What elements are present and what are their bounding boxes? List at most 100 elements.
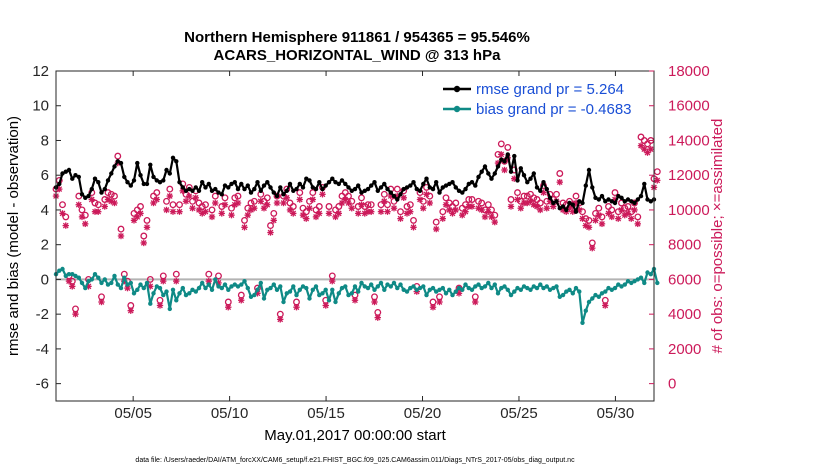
- rmse-point: [99, 190, 104, 195]
- rmse-point: [265, 180, 270, 185]
- bias-point: [521, 284, 527, 289]
- bias-point: [174, 298, 179, 303]
- assimilated-obs-marker-stroke: [378, 208, 384, 215]
- assimilated-obs-marker: [95, 208, 102, 215]
- bias-point: [115, 282, 121, 287]
- possible-obs-marker: [296, 189, 304, 197]
- assimilated-obs-marker-stroke: [62, 222, 69, 229]
- rmse-point: [196, 188, 202, 193]
- assimilated-obs-marker-stroke: [374, 314, 381, 321]
- rmse-point: [612, 200, 618, 206]
- bias-point: [489, 285, 494, 291]
- rmse-point: [440, 185, 445, 190]
- assimilated-obs-marker-stroke: [79, 214, 85, 220]
- assimilated-obs-marker: [498, 151, 505, 158]
- rmse-point: [430, 186, 436, 192]
- assimilated-obs-marker-stroke: [589, 245, 596, 252]
- assimilated-obs-marker-stroke: [345, 200, 352, 206]
- bias-point: [128, 280, 133, 286]
- rmse-point: [531, 171, 536, 176]
- rmse-point: [115, 159, 121, 164]
- assimilated-obs-marker-stroke: [118, 233, 124, 239]
- bias-point: [645, 270, 650, 275]
- x-tick-label: 05/15: [307, 405, 345, 422]
- x-tick-label: 05/25: [500, 405, 538, 422]
- assimilated-obs-marker: [182, 198, 190, 205]
- assimilated-obs-marker: [280, 199, 287, 207]
- bias-point: [515, 285, 520, 291]
- rmse-point: [401, 186, 406, 192]
- assimilated-obs-marker-stroke: [238, 297, 245, 304]
- assimilated-obs-marker-stroke: [189, 205, 196, 212]
- bias-point: [411, 284, 416, 289]
- bias-point: [118, 285, 124, 291]
- x-axis-ticks: 05/05 05/10 05/15 05/20 05/25 05/30: [114, 71, 634, 422]
- rmse-point: [638, 193, 644, 199]
- possible-obs-marker: [397, 208, 404, 216]
- rmse-point: [206, 181, 211, 187]
- y-right-tick-label: 10000: [668, 202, 710, 219]
- assimilated-obs-marker-stroke: [469, 203, 475, 210]
- bias-point: [564, 289, 569, 294]
- bias-point: [326, 298, 332, 303]
- assimilated-obs-marker-stroke: [352, 297, 358, 304]
- assimilated-obs-marker-stroke: [153, 196, 160, 203]
- rmse-point: [359, 190, 364, 195]
- bias-point: [76, 275, 82, 280]
- rmse-point: [521, 173, 527, 178]
- assimilated-obs-marker: [358, 201, 365, 208]
- possible-obs-marker: [140, 232, 148, 240]
- bias-point: [343, 284, 348, 289]
- y-left-tick-label: 0: [41, 271, 49, 288]
- x-tick-label: 05/30: [597, 405, 635, 422]
- possible-obs-marker: [153, 189, 161, 197]
- assimilated-obs-marker: [176, 208, 183, 215]
- assimilated-obs-marker-stroke: [641, 146, 648, 153]
- assimilated-obs-marker-stroke: [368, 208, 375, 215]
- rmse-point: [86, 193, 91, 199]
- assimilated-obs-marker: [485, 208, 492, 215]
- bias-point: [330, 287, 335, 292]
- assimilated-obs-marker: [468, 203, 476, 210]
- y-left-tick-label: -2: [36, 306, 49, 323]
- rmse-point: [274, 193, 280, 199]
- assimilated-obs-marker: [342, 196, 349, 203]
- rmse-point: [417, 188, 423, 193]
- assimilated-obs-marker-stroke: [166, 193, 173, 199]
- assimilated-obs-marker-stroke: [391, 205, 397, 212]
- rmse-point: [515, 178, 520, 183]
- assimilated-obs-marker: [78, 213, 86, 221]
- possible-obs-marker: [520, 192, 528, 200]
- assimilated-obs-marker: [517, 205, 524, 212]
- rmse-point: [235, 186, 241, 192]
- bias-point: [232, 282, 237, 287]
- rmse-point: [489, 176, 494, 181]
- possible-obs-marker: [465, 196, 473, 203]
- assimilated-obs-marker: [127, 307, 134, 314]
- bias-point: [346, 292, 351, 298]
- possible-obs-marker: [221, 194, 229, 202]
- assimilated-obs-marker-stroke: [430, 304, 436, 311]
- assimilated-obs-marker: [579, 215, 586, 222]
- possible-obs-marker: [478, 199, 486, 207]
- rmse-point: [372, 180, 377, 185]
- bias-point: [447, 287, 452, 292]
- assimilated-obs-marker: [624, 210, 632, 217]
- rmse-point: [590, 185, 595, 190]
- rmse-point: [112, 164, 117, 169]
- bias-point: [401, 287, 406, 292]
- assimilated-obs-marker-stroke: [183, 198, 189, 205]
- assimilated-obs-marker: [410, 224, 417, 231]
- bias-point: [473, 284, 478, 289]
- bias-point: [89, 277, 95, 282]
- rmse-point: [411, 180, 416, 185]
- series-group: [53, 152, 660, 325]
- assimilated-obs-marker-stroke: [212, 200, 219, 206]
- assimilated-obs-marker-stroke: [88, 196, 95, 203]
- assimilated-obs-marker: [543, 205, 550, 212]
- bias-point: [304, 285, 309, 291]
- assimilated-obs-marker-stroke: [534, 203, 540, 210]
- bias-point: [151, 291, 156, 296]
- assimilated-obs-marker: [228, 211, 235, 219]
- y-left-tick-label: -6: [36, 376, 49, 393]
